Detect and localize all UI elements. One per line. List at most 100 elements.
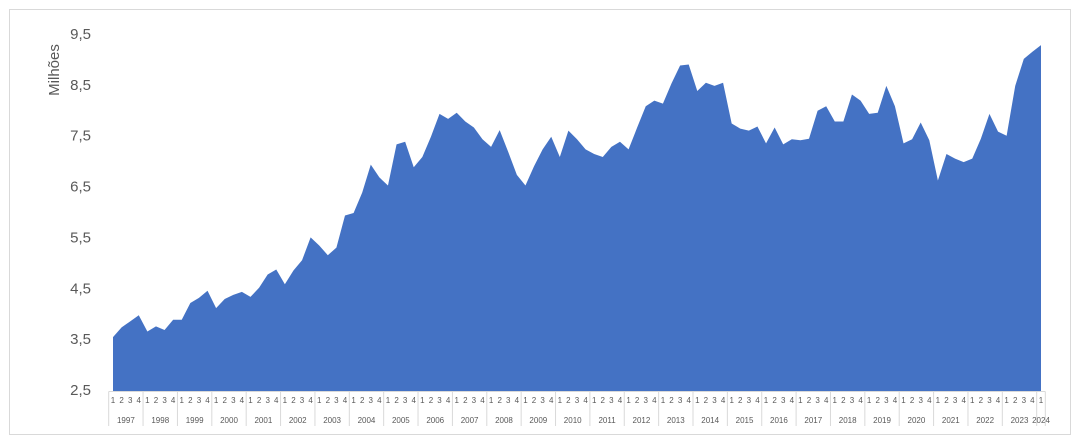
- x-tick-label: 4: [446, 396, 451, 405]
- x-tick-label: 1: [626, 396, 631, 405]
- x-tick-label: 1: [248, 396, 253, 405]
- x-tick-label: 1: [867, 396, 872, 405]
- x-tick-label: 1: [523, 396, 528, 405]
- x-tick-label: 3: [437, 396, 442, 405]
- x-tick-label: 2: [635, 396, 640, 405]
- y-tick-label: 8,5: [70, 77, 91, 94]
- y-tick-label: 7,5: [70, 128, 91, 145]
- x-tick-label: 2: [841, 396, 846, 405]
- x-tick-label: 1: [111, 396, 116, 405]
- year-label: 2016: [770, 416, 788, 425]
- y-tick-label: 9,5: [70, 26, 91, 43]
- year-label: 2010: [564, 416, 582, 425]
- x-tick-label: 3: [506, 396, 511, 405]
- x-tick-label: 4: [858, 396, 863, 405]
- x-tick-label: 1: [145, 396, 150, 405]
- x-tick-label: 3: [884, 396, 889, 405]
- y-tick-label: 4,5: [70, 280, 91, 297]
- x-tick-label: 3: [575, 396, 580, 405]
- x-tick-label: 4: [824, 396, 829, 405]
- x-tick-label: 1: [386, 396, 391, 405]
- x-tick-label: 4: [412, 396, 417, 405]
- x-tick-label: 3: [369, 396, 374, 405]
- x-tick-label: 4: [893, 396, 898, 405]
- x-tick-label: 4: [240, 396, 245, 405]
- year-label: 2022: [976, 416, 994, 425]
- x-tick-label: 3: [403, 396, 408, 405]
- x-tick-label: 1: [764, 396, 769, 405]
- area: [113, 45, 1041, 392]
- year-label: 2020: [908, 416, 926, 425]
- x-tick-label: 3: [540, 396, 545, 405]
- x-tick-label: 4: [515, 396, 520, 405]
- x-tick-label: 1: [798, 396, 803, 405]
- x-tick-label: 1: [489, 396, 494, 405]
- x-tick-label: 4: [721, 396, 726, 405]
- x-tick-label: 2: [566, 396, 571, 405]
- year-label: 2019: [873, 416, 891, 425]
- x-tick-label: 3: [987, 396, 992, 405]
- x-tick-label: 3: [231, 396, 236, 405]
- year-label: 1998: [151, 416, 169, 425]
- x-tick-label: 3: [162, 396, 167, 405]
- x-tick-label: 3: [334, 396, 339, 405]
- x-tick-label: 4: [137, 396, 142, 405]
- x-tick-label: 1: [317, 396, 322, 405]
- year-label: 1997: [117, 416, 135, 425]
- year-label: 2023: [1011, 416, 1029, 425]
- x-tick-label: 2: [1013, 396, 1018, 405]
- x-tick-label: 4: [790, 396, 795, 405]
- x-tick-label: 2: [119, 396, 124, 405]
- year-label: 2015: [736, 416, 754, 425]
- x-tick-label: 2: [222, 396, 227, 405]
- year-label: 2001: [254, 416, 272, 425]
- x-tick-label: 1: [1039, 396, 1044, 405]
- x-tick-label: 4: [927, 396, 932, 405]
- x-tick-label: 4: [480, 396, 485, 405]
- x-tick-label: 3: [747, 396, 752, 405]
- x-tick-label: 4: [583, 396, 588, 405]
- x-tick-label: 1: [661, 396, 666, 405]
- x-tick-label: 4: [171, 396, 176, 405]
- year-label: 2002: [289, 416, 307, 425]
- x-tick-label: 2: [360, 396, 365, 405]
- x-tick-label: 4: [961, 396, 966, 405]
- x-tick-label: 3: [472, 396, 477, 405]
- x-tick-label: 3: [815, 396, 820, 405]
- x-tick-label: 3: [678, 396, 683, 405]
- x-tick-label: 2: [876, 396, 881, 405]
- x-tick-label: 3: [1022, 396, 1027, 405]
- year-label: 2018: [839, 416, 857, 425]
- x-tick-label: 4: [274, 396, 279, 405]
- year-label: 2017: [804, 416, 822, 425]
- x-tick-label: 2: [772, 396, 777, 405]
- x-tick-label: 4: [652, 396, 657, 405]
- x-tick-label: 4: [996, 396, 1001, 405]
- year-label: 2009: [529, 416, 547, 425]
- x-tick-label: 1: [180, 396, 185, 405]
- x-tick-label: 2: [188, 396, 193, 405]
- x-tick-label: 1: [1004, 396, 1009, 405]
- year-label: 2005: [392, 416, 410, 425]
- x-tick-label: 2: [497, 396, 502, 405]
- year-label: 2007: [461, 416, 479, 425]
- x-tick-label: 3: [197, 396, 202, 405]
- x-tick-label: 1: [936, 396, 941, 405]
- x-tick-label: 2: [669, 396, 674, 405]
- x-tick-label: 1: [351, 396, 356, 405]
- x-tick-label: 3: [953, 396, 958, 405]
- x-tick-label: 3: [609, 396, 614, 405]
- year-label: 2011: [598, 416, 616, 425]
- x-tick-label: 2: [394, 396, 399, 405]
- x-tick-label: 3: [850, 396, 855, 405]
- year-label: 2012: [633, 416, 651, 425]
- x-tick-label: 1: [592, 396, 597, 405]
- y-tick-label: 3,5: [70, 331, 91, 348]
- x-tick-label: 4: [1030, 396, 1035, 405]
- x-tick-label: 3: [265, 396, 270, 405]
- year-label: 1999: [186, 416, 204, 425]
- x-tick-label: 2: [979, 396, 984, 405]
- y-tick-label: 2,5: [70, 382, 91, 399]
